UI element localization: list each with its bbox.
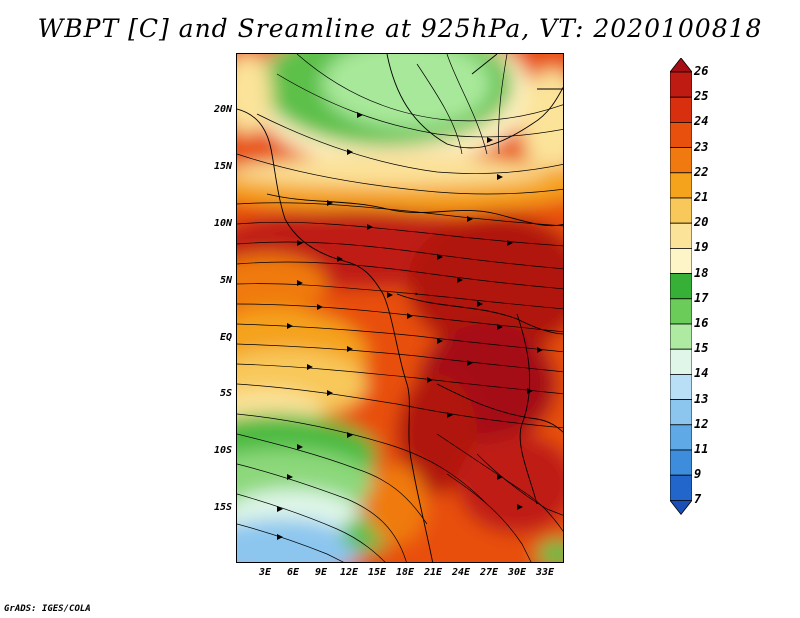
colorbar-label: 7 [694, 492, 702, 507]
colorbar-label: 19 [694, 240, 709, 255]
colorbar-label: 12 [694, 416, 709, 431]
streamlines [237, 54, 563, 562]
colorbar-segment [670, 323, 692, 350]
streamline-arrows [277, 112, 543, 540]
colorbar-label: 14 [694, 366, 709, 381]
lon-label-27e: 27E [479, 567, 499, 578]
shaded-field [237, 54, 563, 562]
grads-credit: GrADS: IGES/COLA [4, 604, 91, 614]
colorbar-segment [670, 399, 692, 426]
colorbar-label: 25 [694, 89, 709, 104]
lon-label-33e: 33E [535, 567, 555, 578]
lon-label-6e: 6E [286, 567, 300, 578]
colorbar-bottom-arrow [670, 500, 692, 516]
lat-label-20n: 20N [213, 104, 232, 115]
lat-label-15n: 15N [213, 161, 232, 172]
colorbar-label: 18 [694, 265, 709, 280]
colorbar-segment [670, 373, 692, 400]
colorbar-segment [670, 96, 692, 123]
colorbar-segment [670, 247, 692, 274]
colorbar-label: 24 [694, 114, 709, 129]
map-title: WBPT [C] and Sreamline at 925hPa, VT: 20… [37, 14, 763, 43]
colorbar-segment [670, 474, 692, 501]
colorbar-segment [670, 298, 692, 325]
colorbar-segment [670, 71, 692, 98]
lat-label-eq: EQ [219, 332, 232, 343]
colorbar-segment [670, 424, 692, 451]
lon-label-15e: 15E [367, 567, 387, 578]
lon-label-9e: 9E [314, 567, 328, 578]
colorbar-segment [670, 222, 692, 249]
colorbar-label: 20 [694, 215, 709, 230]
lon-label-24e: 24E [451, 567, 471, 578]
colorbar-label: 22 [694, 164, 709, 179]
colorbar-top-arrow [670, 58, 692, 73]
lon-label-18e: 18E [395, 567, 415, 578]
lon-label-12e: 12E [339, 567, 359, 578]
lat-label-15s: 15S [213, 502, 232, 513]
lon-label-30e: 30E [507, 567, 527, 578]
lat-label-5n: 5N [219, 275, 232, 286]
lat-label-5s: 5S [219, 388, 232, 399]
colorbar-label: 13 [694, 391, 709, 406]
lon-label-21e: 21E [423, 567, 443, 578]
colorbar-label: 26 [694, 64, 709, 78]
colorbar-segment [670, 197, 692, 224]
lat-label-10n: 10N [213, 218, 232, 229]
colorbar-segment [670, 273, 692, 300]
colorbar-label: 9 [694, 467, 702, 482]
colorbar-segment [670, 122, 692, 149]
colorbar-segment [670, 172, 692, 199]
colorbar [670, 58, 692, 516]
coastlines [237, 54, 563, 562]
colorbar-label: 15 [694, 341, 709, 356]
colorbar-label: 11 [694, 442, 709, 456]
map-panel [236, 53, 564, 563]
colorbar-segment [670, 348, 692, 375]
colorbar-segment [670, 449, 692, 476]
colorbar-label: 16 [694, 316, 709, 330]
wbpt-field-map [237, 54, 563, 562]
lon-label-3e: 3E [258, 567, 272, 578]
lat-label-10s: 10S [213, 445, 232, 456]
colorbar-label: 17 [694, 290, 709, 305]
colorbar-label: 23 [694, 139, 709, 154]
colorbar-label: 21 [694, 190, 709, 204]
colorbar-segment [670, 147, 692, 174]
